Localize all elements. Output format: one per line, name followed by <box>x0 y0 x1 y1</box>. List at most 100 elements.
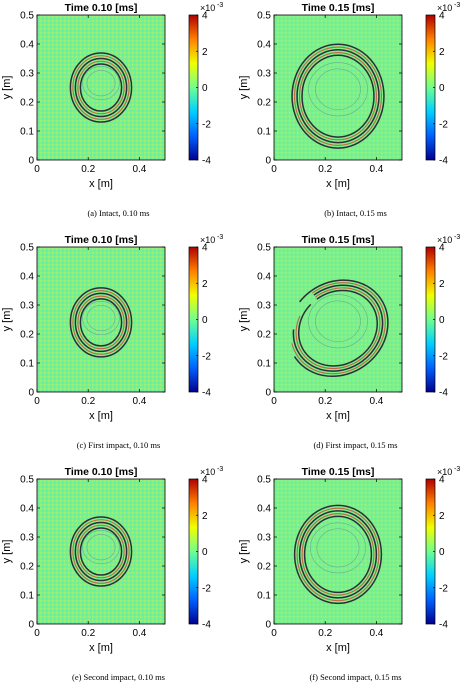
wavefront-ring <box>77 295 125 350</box>
colorbar-tick-label: 2 <box>202 279 208 290</box>
colorbar-tick-label: -4 <box>439 156 448 167</box>
y-tick-label: 0.3 <box>257 301 271 312</box>
y-tick-label: 0.1 <box>257 127 271 138</box>
subfigure-caption: (f) Second impact, 0.15 ms <box>309 672 402 682</box>
reflection-ring <box>308 294 368 349</box>
x-tick-label: 0 <box>34 396 40 407</box>
y-tick-label: 0.3 <box>20 533 34 544</box>
chart-title: Time 0.15 [ms] <box>302 466 375 478</box>
x-axis-label: x [m] <box>326 410 350 422</box>
heatmap-chart: Time 0.10 [ms] 0 0.2 0.4 0 0.1 0.2 0.3 0.4 0.5 x [… <box>1 466 223 654</box>
x-tick-label: 0.2 <box>318 164 332 175</box>
subplot-panel: Time 0.15 [ms] 0 0.2 0.4 0 0.1 0.2 0.3 0.4 0.5 x [… <box>237 0 474 232</box>
colorbar-tick-label: -4 <box>202 620 211 631</box>
y-tick-label: 0.2 <box>20 98 34 109</box>
wavefront-ring <box>301 54 375 138</box>
x-tick-label: 0.4 <box>132 164 146 175</box>
subplot-panel: Time 0.10 [ms] 0 0.2 0.4 0 0.1 0.2 0.3 0.4 0.5 x [… <box>0 0 237 232</box>
colorbar-exponent-base: ×10 <box>200 235 215 245</box>
y-tick-label: 0.1 <box>257 359 271 370</box>
colorbar-tick-label: 0 <box>202 83 208 94</box>
y-axis-label: y [m] <box>1 76 13 100</box>
wavefront-ring <box>72 55 130 120</box>
y-tick-label: 0.3 <box>257 69 271 80</box>
wavefront <box>69 52 133 123</box>
colorbar-tick-label: -2 <box>439 119 448 130</box>
colorbar-exponent-base: ×10 <box>437 467 452 477</box>
x-tick-label: 0.2 <box>318 396 332 407</box>
colorbar-exponent: -3 <box>217 234 223 241</box>
wavefront-ring <box>79 527 123 576</box>
wavefront-ring <box>69 287 133 358</box>
colorbar-tick-label: 4 <box>439 475 445 486</box>
subfigure-caption: (c) First impact, 0.10 ms <box>76 440 161 450</box>
wavefront-ring <box>301 513 375 596</box>
wavefront-ring <box>77 60 125 115</box>
wavefront-ring <box>72 519 130 584</box>
colorbar-tick-label: -2 <box>202 351 211 362</box>
colorbar-tick-label: -2 <box>439 351 448 362</box>
colorbar-tick-label: -2 <box>439 583 448 594</box>
y-tick-label: 0 <box>28 156 34 167</box>
y-tick-label: 0.5 <box>257 475 271 486</box>
x-tick-label: 0.2 <box>81 628 95 639</box>
chart-title: Time 0.10 [ms] <box>65 2 138 14</box>
x-axis-label: x [m] <box>326 642 350 654</box>
wavefront-ring <box>74 521 128 582</box>
wavefront-ring <box>298 51 378 141</box>
plot-frame <box>36 14 166 161</box>
x-axis-label: x [m] <box>89 178 113 190</box>
y-tick-label: 0 <box>265 388 271 399</box>
y-tick-label: 0.4 <box>257 504 271 515</box>
reflection-ring <box>82 301 120 336</box>
colorbar-tick-label: -4 <box>439 620 448 631</box>
y-tick-label: 0.2 <box>257 98 271 109</box>
colorbar <box>426 247 435 392</box>
x-tick-label: 0 <box>271 628 277 639</box>
colorbar-tick-label: 4 <box>439 11 445 22</box>
y-tick-label: 0.4 <box>257 40 271 51</box>
y-axis-label: y [m] <box>1 308 13 332</box>
y-tick-label: 0.1 <box>20 359 34 370</box>
x-axis-label: x [m] <box>89 410 113 422</box>
y-tick-label: 0.5 <box>257 11 271 22</box>
wavefront-ring <box>293 504 383 605</box>
x-tick-label: 0.4 <box>369 164 383 175</box>
wavefront-ring <box>79 63 123 112</box>
y-tick-label: 0.2 <box>257 330 271 341</box>
plot-frame <box>273 478 403 625</box>
chart-title: Time 0.15 [ms] <box>302 2 375 14</box>
colorbar <box>189 247 198 392</box>
reflection-ring <box>82 66 120 101</box>
wavefront-ring <box>74 292 128 353</box>
y-tick-label: 0 <box>265 620 271 631</box>
wavefront-ring <box>298 510 378 599</box>
plot-frame <box>36 246 166 393</box>
colorbar-exponent-base: ×10 <box>200 467 215 477</box>
reflection-ring <box>82 530 120 565</box>
colorbar-exponent-base: ×10 <box>200 3 215 13</box>
colorbar-exponent-base: ×10 <box>437 235 452 245</box>
chart-title: Time 0.10 [ms] <box>65 234 138 246</box>
y-axis-label: y [m] <box>238 76 250 100</box>
reflection-ring <box>86 304 116 332</box>
colorbar-tick-label: 2 <box>202 47 208 58</box>
y-tick-label: 0.4 <box>20 504 34 515</box>
subplot-panel: Time 0.15 [ms] 0 0.2 0.4 0 0.1 0.2 0.3 0.4 0.5 x [… <box>237 232 474 464</box>
colorbar-tick-label: 4 <box>202 475 208 486</box>
wavefront <box>293 504 383 605</box>
colorbar-tick-label: 0 <box>439 83 445 94</box>
reflection-ring <box>316 528 360 568</box>
colorbar-exponent: -3 <box>217 466 223 473</box>
heatmap-chart: Time 0.10 [ms] 0 0.2 0.4 0 0.1 0.2 0.3 0.4 0.5 x [… <box>1 234 223 422</box>
x-axis-label: x [m] <box>89 642 113 654</box>
wavefront <box>69 287 133 358</box>
colorbar-tick-label: 4 <box>439 243 445 254</box>
y-tick-label: 0.3 <box>20 69 34 80</box>
y-tick-label: 0.5 <box>20 475 34 486</box>
colorbar-exponent: -3 <box>454 2 460 9</box>
y-tick-label: 0.4 <box>257 272 271 283</box>
heatmap-chart: Time 0.15 [ms] 0 0.2 0.4 0 0.1 0.2 0.3 0.4 0.5 x [… <box>238 2 460 190</box>
wavefront-ring <box>297 289 379 367</box>
